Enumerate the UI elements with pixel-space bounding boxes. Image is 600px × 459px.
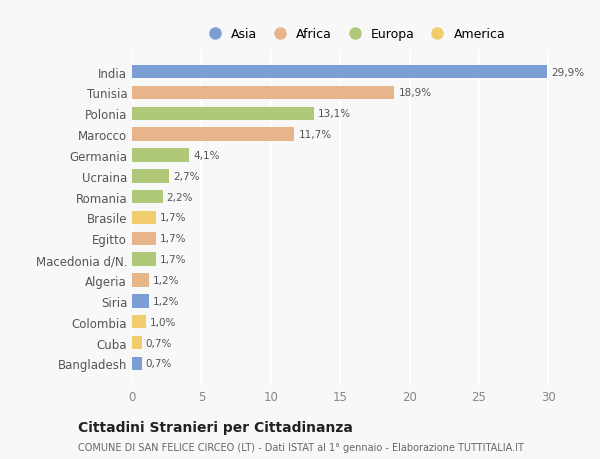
Text: 11,7%: 11,7% — [299, 130, 332, 140]
Text: 2,2%: 2,2% — [167, 192, 193, 202]
Bar — [132, 315, 146, 329]
Text: 13,1%: 13,1% — [318, 109, 351, 119]
Bar — [132, 86, 394, 100]
Text: 1,2%: 1,2% — [153, 296, 179, 306]
Bar — [132, 211, 155, 225]
Text: 0,7%: 0,7% — [146, 338, 172, 348]
Bar — [132, 149, 189, 162]
Text: 1,7%: 1,7% — [160, 255, 186, 264]
Bar — [132, 107, 314, 121]
Legend: Asia, Africa, Europa, America: Asia, Africa, Europa, America — [197, 23, 511, 46]
Bar — [132, 336, 142, 350]
Text: 29,9%: 29,9% — [551, 67, 584, 78]
Text: 18,9%: 18,9% — [398, 88, 431, 98]
Bar — [132, 294, 149, 308]
Text: COMUNE DI SAN FELICE CIRCEO (LT) - Dati ISTAT al 1° gennaio - Elaborazione TUTTI: COMUNE DI SAN FELICE CIRCEO (LT) - Dati … — [78, 442, 524, 452]
Bar — [132, 253, 155, 266]
Text: 1,7%: 1,7% — [160, 234, 186, 244]
Text: 1,7%: 1,7% — [160, 213, 186, 223]
Bar — [132, 357, 142, 370]
Text: 1,0%: 1,0% — [150, 317, 176, 327]
Bar — [132, 274, 149, 287]
Bar — [132, 190, 163, 204]
Bar — [132, 128, 295, 142]
Text: 1,2%: 1,2% — [153, 275, 179, 285]
Text: 2,7%: 2,7% — [173, 172, 200, 181]
Text: 4,1%: 4,1% — [193, 151, 220, 161]
Text: 0,7%: 0,7% — [146, 358, 172, 369]
Text: Cittadini Stranieri per Cittadinanza: Cittadini Stranieri per Cittadinanza — [78, 420, 353, 434]
Bar — [132, 66, 547, 79]
Bar — [132, 170, 169, 183]
Bar — [132, 232, 155, 246]
